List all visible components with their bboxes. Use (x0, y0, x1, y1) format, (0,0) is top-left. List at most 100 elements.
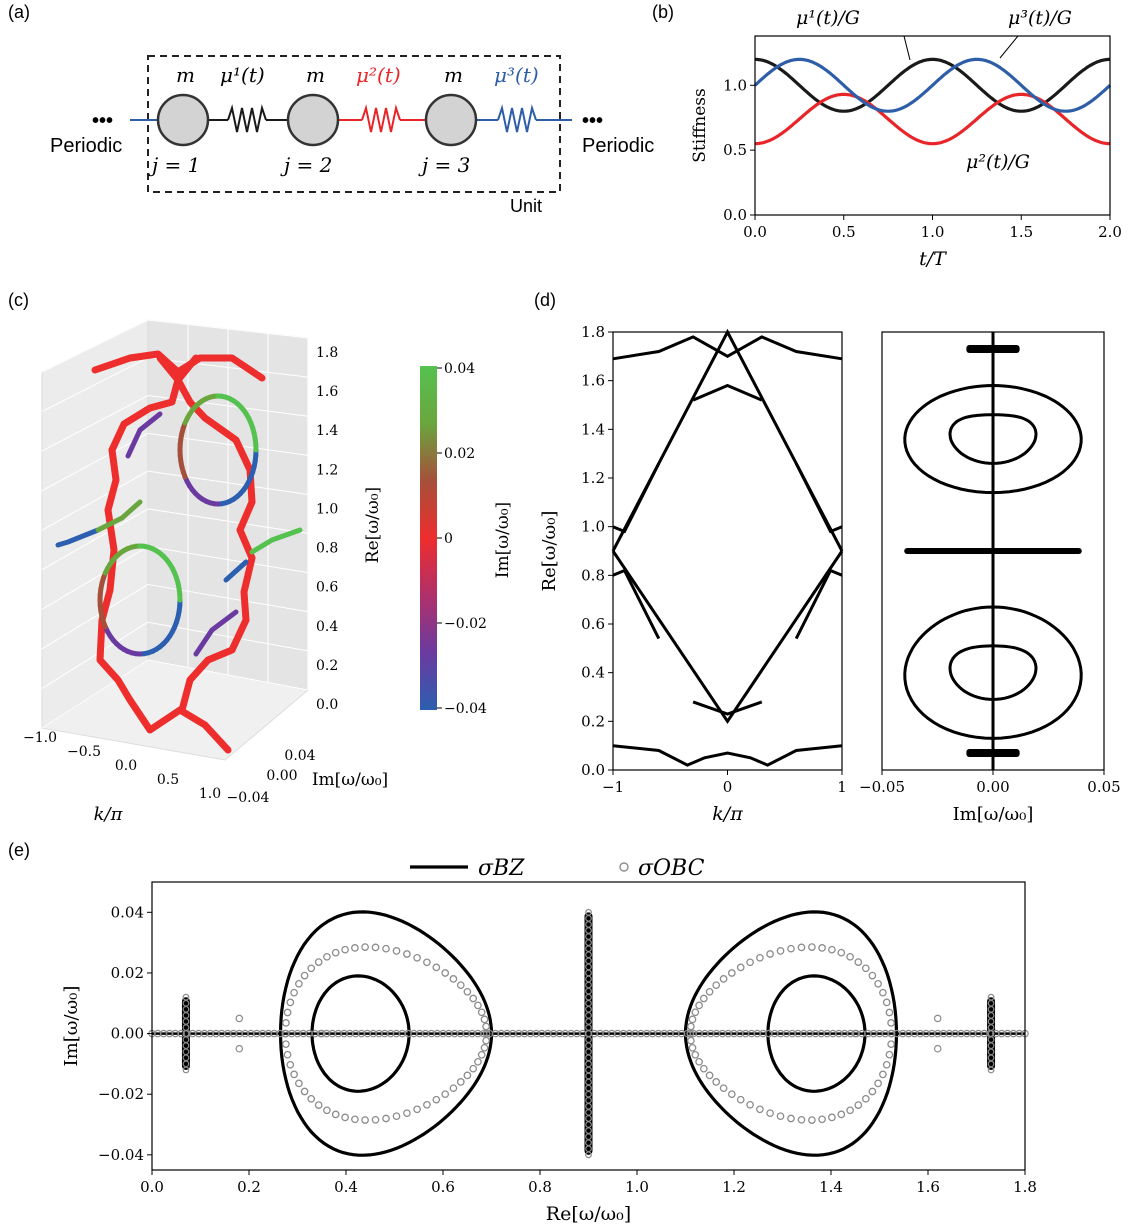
obc-point (939, 1029, 948, 1038)
obc-point (817, 1029, 826, 1038)
obc-point (706, 1029, 715, 1038)
plot-frame (151, 881, 1026, 1171)
mass-2 (286, 93, 340, 147)
y-tick-label: 1.4 (581, 420, 605, 438)
x-tick-label: 0.4 (334, 1178, 358, 1196)
obc-point (290, 1070, 298, 1079)
pane-left (41, 319, 149, 729)
obc-point (805, 1029, 814, 1038)
obc-point (756, 953, 764, 962)
legend-label-bz: σBZ (478, 856, 525, 881)
obc-point (314, 958, 323, 966)
obc-point (671, 1029, 680, 1038)
obc-point (295, 979, 303, 988)
obc-point (689, 1029, 698, 1038)
x-tick-label: 2.0 (1098, 223, 1122, 241)
obc-point (286, 1060, 295, 1069)
obc-point (756, 1105, 764, 1114)
obc-point (765, 1029, 773, 1038)
panel-label-c: (c) (8, 290, 29, 310)
grid-line (41, 319, 149, 373)
obc-point (477, 1008, 486, 1017)
y-tick-label: 0.04 (111, 903, 144, 921)
obc-point (736, 963, 745, 972)
obc-point (323, 1106, 331, 1115)
y-tick-label: 1.6 (581, 372, 605, 390)
obc-point (864, 1029, 872, 1038)
obc-point (881, 1029, 890, 1038)
obc-point (361, 943, 369, 951)
obc-point (987, 993, 995, 1001)
y-tick-label: −0.04 (227, 790, 270, 806)
curve-bottom-left (96, 586, 232, 754)
obc-point (282, 1040, 290, 1049)
x-tick-label: 0.0 (743, 223, 767, 241)
ring-lower-outer (903, 605, 1083, 740)
obc-point (854, 1101, 863, 1109)
obc-point (290, 988, 298, 997)
obc-point (861, 964, 870, 973)
mass-1 (156, 93, 210, 147)
obc-point (194, 1029, 203, 1038)
obc-point (317, 1029, 326, 1038)
obc-point (382, 1114, 390, 1123)
obc-point (962, 1029, 971, 1038)
obc-point (699, 994, 708, 1003)
obc-point (432, 1095, 441, 1104)
grid-line (41, 432, 149, 492)
obc-point (441, 969, 450, 977)
colorbar-tick-label: 0.04 (444, 361, 475, 377)
obc-point (811, 1029, 820, 1038)
obc-point (578, 1029, 587, 1038)
unit-label: Unit (510, 196, 542, 216)
legend-label-obc: σOBC (638, 856, 705, 881)
obc-point (879, 1070, 887, 1079)
obc-point (585, 908, 592, 916)
obc-point (423, 958, 431, 967)
colorbar-tick-label: −0.04 (444, 701, 487, 717)
bz-vertical-bar (584, 912, 593, 1155)
bz-vertical-bar (987, 997, 996, 1070)
obc-point (449, 1084, 458, 1093)
right-periodic-label: Periodic (582, 135, 654, 157)
x-tick-label: −1 (602, 778, 624, 796)
colorbar-tick-label: 0 (444, 531, 453, 547)
curve-small-upper (125, 411, 163, 459)
obc-point (933, 1044, 942, 1053)
obc-point (514, 1029, 523, 1038)
y-axis-label: Im[ω/ω₀] (61, 986, 82, 1067)
obc-point (477, 1050, 486, 1059)
obc-point (482, 1029, 491, 1038)
obc-point (607, 1029, 616, 1038)
x-tick-label: 0.00 (976, 778, 1009, 796)
schematic-diagram: ••• ••• Periodic Periodic Unit m m m μ¹(… (50, 55, 654, 216)
x-tick-label: 0.0 (115, 758, 137, 774)
obc-point (874, 1079, 882, 1088)
y-tick-label: 1.8 (581, 323, 605, 341)
obc-point (573, 1029, 581, 1038)
bz-inner-loop (310, 974, 411, 1093)
obc-point (300, 1087, 309, 1096)
x-axis-label: t/T (919, 248, 947, 270)
series-line-2 (754, 92, 1111, 146)
obc-point (766, 1109, 774, 1118)
annotation-line-1 (903, 35, 911, 61)
obc-point (766, 950, 774, 958)
obc-point (282, 1019, 290, 1027)
curve-stub-left (55, 527, 101, 548)
x-tick-label: 1.8 (1013, 1178, 1037, 1196)
obc-point (482, 1022, 490, 1031)
obc-point (648, 1029, 657, 1038)
obc-point (808, 1116, 816, 1124)
obc-point (980, 1029, 989, 1038)
obc-point (861, 1094, 870, 1103)
series-label-3: μ³(t)/G (1008, 7, 1072, 29)
mass-label-2: m (306, 63, 325, 87)
panel-label-d: (d) (534, 290, 556, 310)
curve-stub-right (223, 559, 249, 583)
obc-point (283, 1008, 292, 1017)
colorbar-tick-label: 0.02 (444, 446, 475, 462)
band-top (612, 335, 843, 361)
x-tick-label: 0.5 (832, 223, 856, 241)
obc-point (788, 1029, 797, 1038)
